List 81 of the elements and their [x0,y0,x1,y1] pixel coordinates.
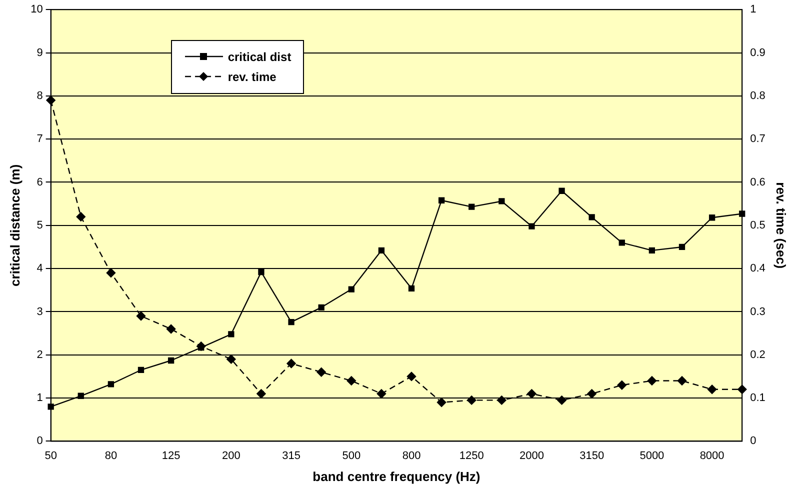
point [558,188,565,194]
point [378,247,385,254]
x-tick-label: 50 [44,450,57,462]
point [498,198,505,204]
legend-label: rev. time [228,70,276,84]
point [376,389,386,398]
y2-axis-title: rev. time (sec) [774,182,789,269]
point [136,311,146,321]
point [228,331,234,338]
point [587,389,596,398]
y2-tick-label: 0.7 [750,133,766,146]
point [106,268,116,278]
point [528,223,535,230]
y-tick-label: 4 [36,262,43,275]
point [288,319,294,326]
point [316,368,326,377]
point [708,214,716,221]
y2-tick-label: 0.5 [750,219,766,232]
x-tick-label: 3150 [580,450,604,462]
point [408,285,415,292]
point [707,384,717,394]
point [436,398,446,407]
y2-tick-label: 1 [750,4,756,16]
y2-tick-label: 0.6 [750,176,766,188]
point [318,304,324,310]
point [166,324,176,334]
point [648,247,656,254]
y-tick-label: 3 [36,306,43,318]
y-tick-label: 2 [36,348,43,361]
x-tick-label: 200 [222,450,240,462]
y-tick-label: 6 [36,176,43,188]
legend-label: critical dist [228,50,292,64]
y2-tick-label: 0.2 [750,348,766,361]
point [617,380,626,390]
y2-tick-label: 0.4 [750,262,766,275]
x-tick-label: 125 [162,450,180,462]
point [647,376,657,386]
point [258,268,264,276]
x-tick-label: 8000 [700,450,724,462]
y-tick-label: 5 [36,219,43,232]
point [678,244,686,250]
point [557,396,566,405]
y-tick-label: 0 [36,435,43,448]
point [138,366,144,374]
point [78,392,84,399]
y-axis-title: critical distance (m) [7,164,22,286]
x-tick-label: 315 [282,450,300,462]
point [618,240,625,246]
x-axis-title: band centre frequency (Hz) [312,468,480,484]
point [76,212,86,222]
y-tick-label: 1 [36,392,43,404]
point [286,358,296,368]
point [168,357,174,364]
y2-tick-label: 0.1 [750,392,766,404]
point [497,396,506,405]
point [226,354,236,364]
point [256,389,266,398]
y-tick-label: 8 [36,90,43,102]
x-tick-label: 5000 [640,450,664,462]
x-tick-label: 80 [104,450,118,462]
point [348,286,354,292]
point [406,372,416,382]
point [108,381,114,388]
point [527,389,536,398]
y2-tick-label: 0.9 [750,46,766,59]
x-tick-label: 500 [342,450,361,462]
point [468,204,475,210]
x-tick-label: 2000 [519,450,544,462]
x-tick-label: 1250 [459,450,484,462]
y-tick-label: 7 [36,133,43,146]
y-tick-label: 10 [30,4,43,16]
point [438,197,445,204]
y2-tick-label: 0 [750,435,756,448]
point [588,214,595,220]
y2-tick-label: 0.8 [750,90,766,102]
point [346,376,356,386]
y2-tick-label: 0.3 [750,306,766,318]
point [677,376,687,386]
point [467,396,476,405]
x-tick-label: 800 [402,450,421,462]
y-tick-label: 9 [36,46,43,59]
